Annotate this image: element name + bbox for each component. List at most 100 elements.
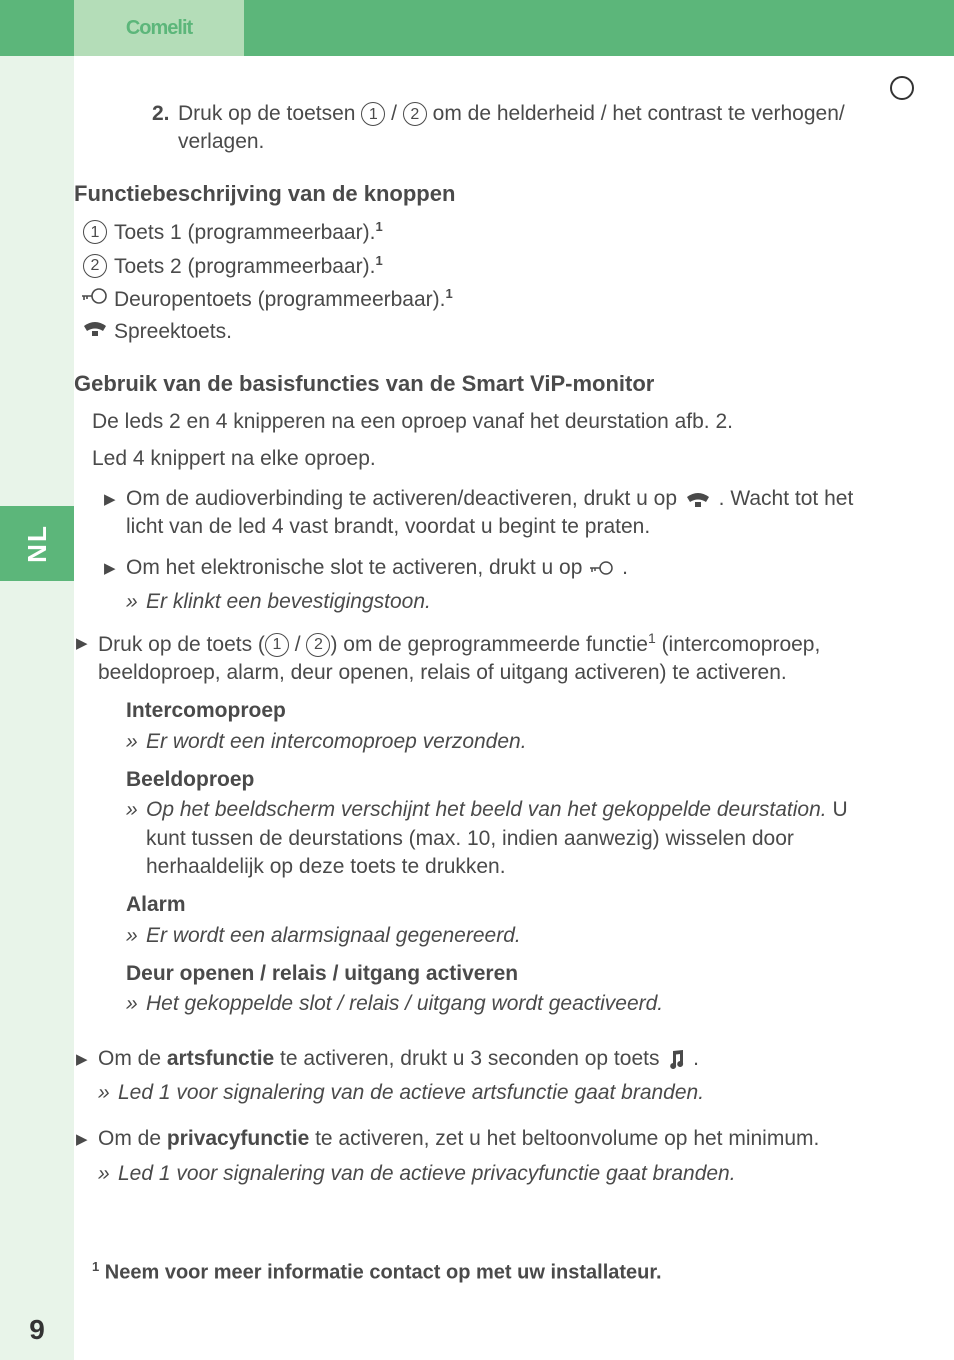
bullet-audio: ▶ Om de audioverbinding te activeren/dea…: [74, 485, 864, 542]
quote: » Het gekoppelde slot / relais / uitgang…: [126, 990, 864, 1018]
footnote-text: Neem voor meer informatie contact op met…: [105, 1262, 662, 1284]
circle-outline-icon: [890, 76, 914, 100]
text: Op het beeldscherm verschijnt het beeld …: [146, 798, 827, 821]
quote: » Led 1 voor signalering van de actieve …: [98, 1079, 864, 1107]
quote-text: Er wordt een alarmsignaal gegenereerd.: [146, 922, 521, 950]
content: 2. Druk op de toetsen 1 / 2 om de helder…: [74, 100, 894, 1287]
sub-heading: Intercomoproep: [126, 697, 864, 725]
subsections: Intercomoproep » Er wordt een intercomop…: [126, 697, 864, 1018]
key-icon: [76, 285, 114, 305]
text: Om de artsfunctie te activeren, drukt u …: [98, 1045, 864, 1073]
step-number: 2.: [152, 100, 178, 157]
left-stripe: NL 9: [0, 56, 74, 1360]
quote-text: Op het beeldscherm verschijnt het beeld …: [146, 796, 864, 881]
text: Om de: [98, 1127, 167, 1150]
quote: » Er wordt een intercomoproep verzonden.: [126, 728, 864, 756]
key-1-icon: 1: [361, 102, 385, 126]
text: Toets 1 (programmeerbaar).1: [114, 218, 864, 247]
step-text: Druk op de toetsen 1 / 2 om de helderhei…: [178, 100, 864, 157]
header-bar: Comelit: [0, 0, 954, 56]
heading-usage: Gebruik van de basisfuncties van de Smar…: [74, 369, 864, 399]
phone-icon: [76, 318, 114, 338]
text: Spreektoets.: [114, 318, 864, 346]
bullet-privacy: ▶ Om de privacyfunctie te activeren, zet…: [74, 1125, 864, 1153]
text: .: [622, 556, 628, 579]
quote: » Led 1 voor signalering van de actieve …: [98, 1160, 864, 1188]
para: Led 4 knippert na elke oproep.: [92, 445, 864, 473]
quote-mark: »: [126, 588, 146, 616]
triangle-icon: ▶: [76, 1045, 98, 1073]
text: Om het elektronische slot te activeren, …: [126, 556, 588, 579]
label: Deuropentoets (programmeerbaar).: [114, 288, 446, 311]
sub-heading: Alarm: [126, 891, 864, 919]
text: /: [289, 633, 307, 656]
text: Druk op de toets (1 / 2) om de geprogram…: [98, 629, 864, 688]
sup: 1: [375, 219, 382, 234]
bullet-arts: ▶ Om de artsfunctie te activeren, drukt …: [74, 1045, 864, 1073]
quote-mark: »: [126, 922, 146, 950]
button-item-1: 1 Toets 1 (programmeerbaar).1: [74, 218, 864, 247]
text: Toets 2 (programmeerbaar).1: [114, 252, 864, 281]
quote-mark: »: [98, 1160, 118, 1188]
triangle-icon: ▶: [76, 1125, 98, 1153]
quote-text: Led 1 voor signalering van de actieve pr…: [118, 1160, 736, 1188]
text: Om het elektronische slot te activeren, …: [126, 554, 864, 582]
text: ) om de geprogrammeerde functie: [330, 633, 648, 656]
quote-text: Er klinkt een bevestigingstoon.: [146, 588, 431, 616]
text: Druk op de toets (: [98, 633, 265, 656]
text: Deuropentoets (programmeerbaar).1: [114, 285, 864, 314]
triangle-icon: ▶: [104, 485, 126, 542]
sub-heading: Deur openen / relais / uitgang activeren: [126, 960, 864, 988]
para: De leds 2 en 4 knipperen na een oproep v…: [92, 408, 864, 436]
bullet-lock: ▶ Om het elektronische slot te activeren…: [74, 554, 864, 582]
key-1-icon: 1: [265, 633, 289, 657]
quote-mark: »: [98, 1079, 118, 1107]
text: Om de audioverbinding te activeren/deact…: [126, 487, 683, 510]
logo-stripe: Comelit: [74, 0, 244, 56]
key-icon: [588, 560, 616, 576]
text: .: [693, 1047, 699, 1070]
quote: » Op het beeldscherm verschijnt het beel…: [126, 796, 864, 881]
text: Om de privacyfunctie te activeren, zet u…: [98, 1125, 864, 1153]
key-1-icon: 1: [83, 220, 107, 244]
quote: » Er klinkt een bevestigingstoon.: [126, 588, 864, 616]
quote-mark: »: [126, 796, 146, 881]
sub-heading: Beeldoproep: [126, 766, 864, 794]
language-label: NL: [21, 524, 52, 563]
page-number: 9: [0, 1300, 74, 1360]
sup: 1: [446, 286, 453, 301]
quote-text: Het gekoppelde slot / relais / uitgang w…: [146, 990, 663, 1018]
label: Toets 2 (programmeerbaar).: [114, 255, 375, 278]
quote-text: Er wordt een intercomoproep verzonden.: [146, 728, 527, 756]
label: Toets 1 (programmeerbaar).: [114, 221, 375, 244]
quote-mark: »: [126, 728, 146, 756]
button-item-2: 2 Toets 2 (programmeerbaar).1: [74, 252, 864, 281]
sup: 1: [375, 253, 382, 268]
key-2-icon: 2: [306, 633, 330, 657]
logo: Comelit: [126, 17, 192, 40]
sup: 1: [648, 630, 656, 646]
button-item-3: Deuropentoets (programmeerbaar).1: [74, 285, 864, 314]
footnote: 1 Neem voor meer informatie contact op m…: [74, 1258, 864, 1287]
text: te activeren, zet u het beltoonvolume op…: [309, 1127, 819, 1150]
button-item-4: Spreektoets.: [74, 318, 864, 346]
step-2: 2. Druk op de toetsen 1 / 2 om de helder…: [74, 100, 864, 157]
bold: privacyfunctie: [167, 1127, 309, 1150]
triangle-icon: ▶: [104, 554, 126, 582]
quote-mark: »: [126, 990, 146, 1018]
text: Druk op de toetsen: [178, 102, 361, 125]
phone-icon: [683, 491, 713, 509]
heading-buttons: Functiebeschrijving van de knoppen: [74, 179, 864, 209]
triangle-icon: ▶: [76, 629, 98, 688]
language-tab: NL: [0, 506, 74, 581]
quote-text: Led 1 voor signalering van de actieve ar…: [118, 1079, 704, 1107]
text: Om de audioverbinding te activeren/deact…: [126, 485, 864, 542]
quote: » Er wordt een alarmsignaal gegenereerd.: [126, 922, 864, 950]
key-2-icon: 2: [403, 102, 427, 126]
key-2-icon: 2: [83, 254, 107, 278]
music-icon: [665, 1048, 687, 1070]
bold: artsfunctie: [167, 1047, 274, 1070]
text: te activeren, drukt u 3 seconden op toet…: [274, 1047, 665, 1070]
text: Om de: [98, 1047, 167, 1070]
bullet-program: ▶ Druk op de toets (1 / 2) om de geprogr…: [74, 629, 864, 688]
